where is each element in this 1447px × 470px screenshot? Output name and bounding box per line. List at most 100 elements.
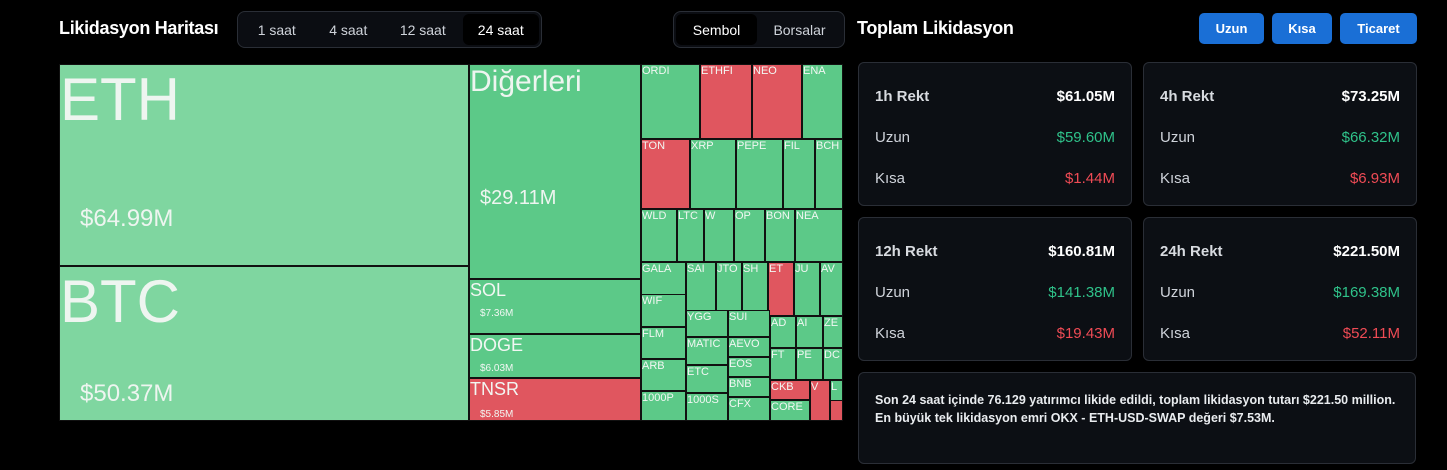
tile-symbol: TON [642,140,666,152]
treemap-tile[interactable]: PE [796,348,823,380]
treemap-tile[interactable]: Diğerleri $29.11M [469,64,641,279]
treemap-tile[interactable]: AI [796,316,823,348]
treemap-tile[interactable]: WIF [641,294,686,327]
trade-button[interactable]: Ticaret [1340,13,1417,44]
treemap-tile[interactable]: BCH [815,139,843,209]
tile-symbol: SUI [729,311,748,323]
tile-symbol: 1000S [687,394,719,406]
tile-symbol: ET [769,263,784,275]
treemap-tile[interactable]: ETC [686,365,728,393]
treemap-tile[interactable]: ORDI [641,64,700,139]
treemap-tile[interactable]: WLD [641,209,677,262]
treemap-tile[interactable]: FLM [641,327,686,359]
long-label: Uzun [875,284,911,301]
tab-24h[interactable]: 24 saat [462,14,539,45]
treemap-tile[interactable]: 1000P [641,391,686,421]
treemap-tile[interactable]: 1000S [686,393,728,421]
tab-exchanges[interactable]: Borsalar [773,21,826,38]
treemap-tile[interactable] [830,400,843,421]
short-label: Kısa [1160,325,1191,342]
tab-symbol[interactable]: Sembol [676,14,758,45]
treemap-tile[interactable]: SOL $7.36M [469,279,641,334]
treemap-tile[interactable]: ZE [823,316,843,348]
tab-4h[interactable]: 4 saat [329,21,368,38]
treemap-tile[interactable]: ENA [802,64,843,139]
card-1h: 1h Rekt $61.05M Uzun $59.60M Kısa $1.44M [858,62,1132,206]
treemap-tile[interactable]: SAI [686,262,716,316]
short-value: $6.93M [1349,170,1400,187]
long-label: Uzun [875,129,911,146]
treemap-tile[interactable]: FT [770,348,796,380]
card-total: $221.50M [1333,243,1400,260]
tile-symbol: YGG [687,311,712,323]
treemap-tile[interactable]: AEVO [728,337,770,357]
treemap-tile[interactable]: CORE [770,400,810,421]
liquidation-summary: Son 24 saat içinde 76.129 yatırımcı liki… [858,372,1416,464]
treemap-tile[interactable]: OP [734,209,765,262]
treemap-tile[interactable]: PEPE [736,139,783,209]
treemap-tile[interactable]: BON [765,209,795,262]
treemap-tile[interactable]: XRP [690,139,736,209]
tile-symbol: BTC [60,268,180,335]
tab-1h[interactable]: 1 saat [257,21,296,38]
treemap-tile[interactable]: JTO [716,262,742,316]
tile-symbol: FT [771,349,785,361]
treemap-tile[interactable]: V [810,380,830,421]
treemap-tile[interactable]: MATIC [686,337,728,365]
tile-symbol: NEO [753,65,777,77]
short-button[interactable]: Kısa [1272,13,1332,44]
treemap-tile[interactable]: DC [823,348,843,380]
long-value: $141.38M [1048,284,1115,301]
summary-line-1: Son 24 saat içinde 76.129 yatırımcı liki… [875,393,1396,407]
tile-symbol: NEA [796,210,819,222]
tile-value: $7.36M [480,308,514,319]
treemap-tile[interactable]: BNB [728,377,770,397]
treemap-tile[interactable]: W [704,209,734,262]
treemap-tile[interactable]: FIL [783,139,815,209]
treemap-tile[interactable]: ETH $64.99M [59,64,469,266]
page-title: Likidasyon Haritası [59,18,219,38]
tile-value: $5.85M [480,409,514,420]
treemap-tile[interactable]: JU [794,262,820,316]
short-label: Kısa [875,170,906,187]
treemap-tile[interactable]: CFX [728,397,770,421]
tab-12h[interactable]: 12 saat [399,21,446,38]
tile-symbol: BNB [729,378,752,390]
tile-symbol: EOS [729,358,753,370]
treemap-tile[interactable]: LTC [677,209,704,262]
treemap-tile[interactable]: ET [768,262,794,316]
tile-symbol: ETHFI [701,65,733,77]
tile-symbol: ZE [824,317,839,329]
tile-symbol: GALA [642,263,672,275]
treemap-tile[interactable]: SUI [728,310,770,337]
tile-symbol: JU [795,263,809,275]
long-label: Uzun [1160,284,1196,301]
treemap-tile[interactable]: AD [770,316,796,348]
tile-symbol: ARB [642,360,665,372]
treemap-tile[interactable]: BTC $50.37M [59,266,469,421]
timeframe-selector: 1 saat 4 saat 12 saat 24 saat [237,11,542,48]
treemap-tile[interactable]: NEO [752,64,802,139]
tile-symbol: ETH [60,66,180,133]
tile-value: $64.99M [80,205,174,232]
tile-symbol: AI [797,317,808,329]
treemap-tile[interactable]: YGG [686,310,728,337]
treemap-tile[interactable]: NEA [795,209,843,262]
tile-symbol: CKB [771,381,794,393]
tile-symbol: AD [771,317,787,329]
short-label: Kısa [875,325,906,342]
treemap-tile[interactable]: ARB [641,359,686,391]
treemap-tile[interactable]: SH [742,262,768,316]
tile-symbol: DOGE [470,335,524,355]
long-label: Uzun [1160,129,1196,146]
treemap-tile[interactable]: TNSR $5.85M [469,378,641,421]
long-button[interactable]: Uzun [1199,13,1264,44]
treemap-tile[interactable]: CKB [770,380,810,400]
treemap-tile[interactable]: TON [641,139,690,209]
treemap-tile[interactable]: AV [820,262,843,316]
treemap-tile[interactable]: EOS [728,357,770,377]
treemap-tile[interactable]: ETHFI [700,64,752,139]
tile-symbol: ETC [687,366,709,378]
tile-symbol: LTC [678,210,698,222]
treemap-tile[interactable]: DOGE $6.03M [469,334,641,378]
